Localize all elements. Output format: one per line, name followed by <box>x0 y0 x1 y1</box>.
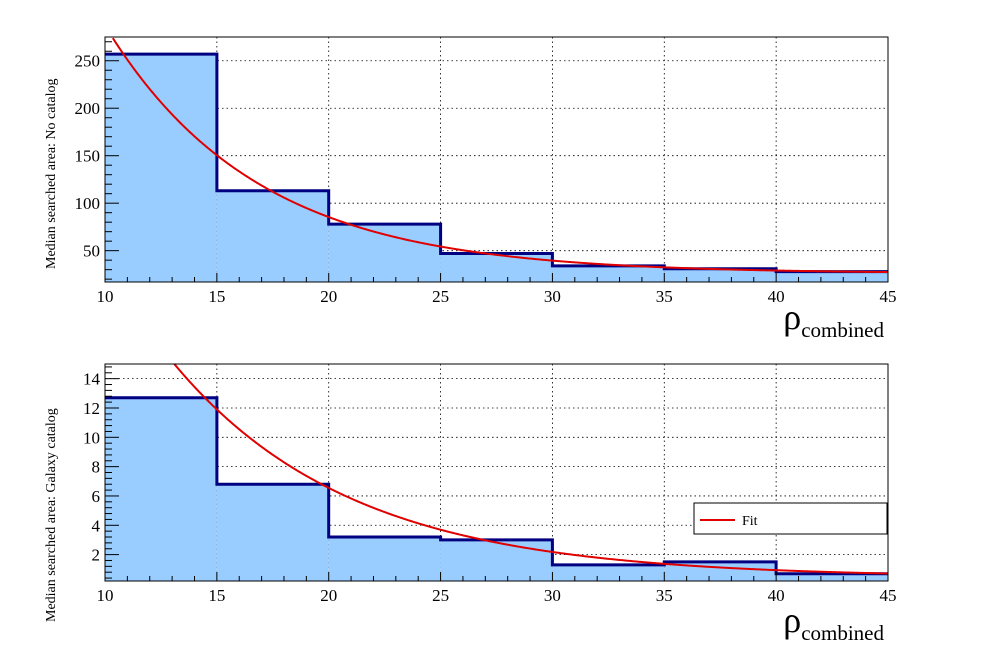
histogram-bar <box>552 265 665 282</box>
x-tick-label: 40 <box>768 586 785 605</box>
x-tick-label: 15 <box>208 287 225 306</box>
y-axis-label: Median searched area: No catalog <box>44 79 59 269</box>
x-tick-labels: 10 15 20 25 30 35 40 45 <box>97 586 897 605</box>
y-tick-label: 14 <box>83 370 101 389</box>
x-axis-label-symbol: ρ <box>783 600 801 640</box>
histogram-outline <box>105 52 888 274</box>
histogram-bar <box>776 573 888 581</box>
x-tick-label: 35 <box>656 586 673 605</box>
x-tick-label: 40 <box>768 287 785 306</box>
x-tick-label: 25 <box>432 287 449 306</box>
grid-lines <box>105 37 888 282</box>
fit-curve <box>173 363 889 575</box>
histogram-bar <box>440 253 553 282</box>
y-tick-label: 4 <box>92 516 101 535</box>
x-tick-label: 10 <box>97 586 114 605</box>
y-tick-label: 8 <box>92 458 101 477</box>
y-axis-label: Median searched area: Galaxy catalog <box>44 408 59 622</box>
legend: Fit <box>693 502 888 535</box>
histogram-bar <box>105 397 217 581</box>
x-axis-label-subscript: combined <box>801 621 884 645</box>
legend-box <box>693 502 888 535</box>
legend-fit-label: Fit <box>742 514 758 529</box>
histogram-bar <box>552 564 665 581</box>
x-axis-label-subscript: combined <box>801 318 884 342</box>
y-tick-label: 6 <box>92 487 101 506</box>
histogram-bar <box>440 539 553 581</box>
x-tick-label: 30 <box>544 586 561 605</box>
histogram-bar <box>776 271 888 282</box>
axis-ticks <box>104 366 889 581</box>
x-tick-label: 30 <box>544 287 561 306</box>
x-tick-label: 45 <box>880 287 897 306</box>
x-axis-label: ρcombined <box>783 297 884 342</box>
x-tick-label: 25 <box>432 586 449 605</box>
x-tick-labels: 10 15 20 25 30 35 40 45 <box>97 287 897 306</box>
y-tick-label: 250 <box>75 52 101 71</box>
x-tick-label: 10 <box>97 287 114 306</box>
axes-frame <box>104 36 889 283</box>
x-tick-label: 45 <box>880 586 897 605</box>
y-tick-label: 200 <box>75 99 101 118</box>
fit-curve <box>111 37 889 274</box>
y-tick-label: 10 <box>83 428 100 447</box>
y-tick-labels: 50 100 150 200 250 <box>75 52 101 261</box>
axis-ticks <box>104 41 889 282</box>
histogram-bar <box>328 537 441 581</box>
histogram-bar <box>105 54 217 283</box>
panel-no-catalog: 10 15 20 25 30 35 40 45 50 100 150 200 250 Median s… <box>44 36 897 342</box>
histogram-bar <box>216 190 329 282</box>
x-tick-label: 15 <box>208 586 225 605</box>
x-tick-label: 35 <box>656 287 673 306</box>
x-tick-label: 20 <box>320 586 337 605</box>
x-tick-label: 20 <box>320 287 337 306</box>
histogram-bar <box>664 268 777 282</box>
histogram-outline <box>105 396 888 576</box>
histogram-bar <box>328 224 441 282</box>
histogram-bar <box>216 484 329 581</box>
y-tick-label: 2 <box>92 546 101 565</box>
y-tick-label: 12 <box>83 399 100 418</box>
histogram-bars <box>105 54 888 283</box>
panel-galaxy-catalog: 10 15 20 25 30 35 40 45 2 4 6 8 10 12 14 Median searc… <box>44 363 897 645</box>
y-tick-label: 150 <box>75 147 101 166</box>
y-tick-label: 50 <box>83 242 100 261</box>
y-tick-label: 100 <box>75 194 101 213</box>
x-axis-label-symbol: ρ <box>783 297 801 337</box>
y-tick-labels: 2 4 6 8 10 12 14 <box>83 370 101 565</box>
x-axis-label: ρcombined <box>783 600 884 645</box>
